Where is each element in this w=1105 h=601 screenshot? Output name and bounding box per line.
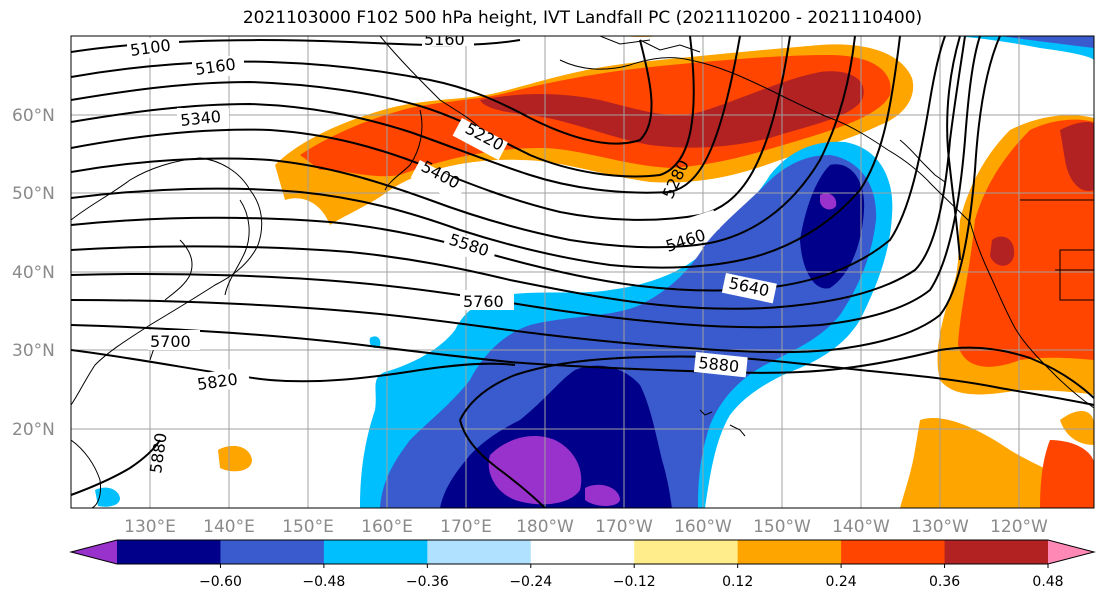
contour-label: 5100 [129, 35, 172, 59]
colorbar-label: −0.12 [613, 574, 656, 590]
colorbar-segment [427, 540, 532, 564]
lon-label: 180°W [516, 517, 574, 537]
colorbar-segment [117, 540, 221, 564]
coastlines [71, 36, 1094, 508]
map-frame [70, 35, 1095, 509]
colorbar-segment [634, 540, 739, 564]
colorbar-label: 0.48 [1032, 574, 1063, 590]
contour-label: 5340 [179, 107, 221, 130]
colorbar-label: 0.12 [722, 574, 753, 590]
lon-label: 130°W [911, 517, 969, 537]
negative-ivt-shading [95, 36, 1094, 508]
colorbar-segment [737, 540, 842, 564]
colorbar-segment [323, 540, 428, 564]
colorbar-label: 0.24 [826, 574, 857, 590]
contour-label: 5760 [463, 292, 504, 311]
lon-label: 170°E [440, 517, 492, 537]
contour-label: 5160 [424, 30, 465, 49]
lon-label: 170°W [595, 517, 653, 537]
lon-label: 130°E [124, 517, 176, 537]
contour-label: 5880 [698, 353, 740, 376]
lat-label: 30°N [12, 341, 55, 361]
lon-label: 140°E [203, 517, 255, 537]
colorbar-extend-low [71, 540, 117, 564]
colorbar-segment [944, 540, 1049, 564]
longitude-labels: 130°E 140°E 150°E 160°E 170°E 180°W 170°… [124, 517, 1048, 537]
contour-label: 5700 [150, 332, 191, 351]
lon-label: 150°W [753, 517, 811, 537]
map-title: 2021103000 F102 500 hPa height, IVT Land… [242, 8, 923, 28]
colorbar-extend-high [1048, 540, 1094, 564]
colorbar-label: 0.36 [929, 574, 960, 590]
latitude-labels: 60°N 50°N 40°N 30°N 20°N [12, 106, 55, 440]
lon-label: 140°W [832, 517, 890, 537]
lat-label: 60°N [12, 106, 55, 126]
lon-label: 120°W [990, 517, 1048, 537]
colorbar-segment [841, 540, 946, 564]
colorbar-label: −0.48 [302, 574, 345, 590]
map-panel: 5100 5160 5340 5220 5400 5280 5580 5460 … [71, 30, 1094, 508]
lat-label: 40°N [12, 263, 55, 283]
colorbar-segment [530, 540, 635, 564]
lon-label: 160°E [361, 517, 413, 537]
lat-label: 20°N [12, 420, 55, 440]
colorbar-outline [69, 539, 1096, 565]
lon-label: 150°E [282, 517, 334, 537]
colorbar-segment [220, 540, 325, 564]
colorbar-label: −0.36 [406, 574, 449, 590]
colorbar-label: −0.60 [199, 574, 242, 590]
colorbar: −0.60 −0.48 −0.36 −0.24 −0.12 0.12 0.24 0.36 0.4… [69, 539, 1096, 590]
lon-label: 160°W [674, 517, 732, 537]
colorbar-label: −0.24 [509, 574, 552, 590]
lat-label: 50°N [12, 184, 55, 204]
